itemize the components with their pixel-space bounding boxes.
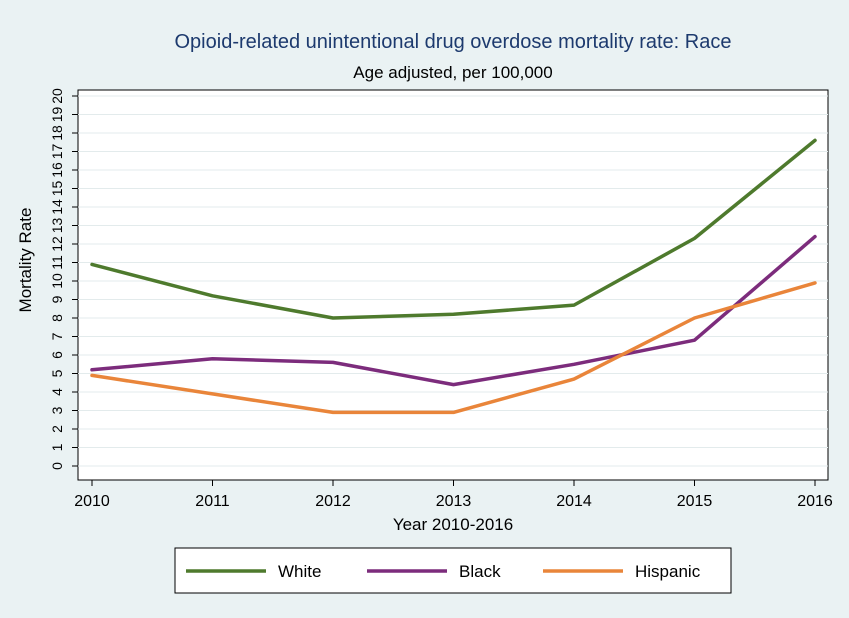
y-tick-label: 13 bbox=[49, 218, 65, 234]
plot-area bbox=[77, 89, 829, 481]
y-tick-label: 10 bbox=[49, 273, 65, 289]
y-tick-label: 6 bbox=[49, 351, 65, 359]
y-tick-label: 7 bbox=[49, 332, 65, 340]
y-tick-label: 16 bbox=[49, 162, 65, 178]
x-tick-label: 2011 bbox=[195, 493, 230, 510]
y-tick-label: 11 bbox=[49, 255, 65, 270]
y-tick-label: 12 bbox=[49, 236, 65, 252]
legend-label-white: White bbox=[278, 562, 321, 581]
x-axis: 2010 2011 2012 2013 2014 2015 2016 bbox=[74, 480, 833, 510]
series-line-hispanic bbox=[90, 281, 817, 415]
chart-subtitle: Age adjusted, per 100,000 bbox=[353, 63, 552, 82]
y-tick-label: 17 bbox=[49, 144, 65, 160]
series-line-black bbox=[90, 234, 817, 387]
y-tick-label: 0 bbox=[49, 462, 65, 470]
series-line-white bbox=[90, 138, 817, 320]
grid-lines bbox=[78, 95, 828, 467]
series-lines bbox=[90, 138, 817, 415]
y-tick-label: 20 bbox=[49, 88, 65, 104]
legend-label-black: Black bbox=[459, 562, 501, 581]
x-tick-label: 2012 bbox=[315, 493, 351, 510]
legend-box bbox=[174, 547, 732, 594]
y-tick-label: 2 bbox=[49, 425, 65, 433]
legend-label-hispanic: Hispanic bbox=[635, 562, 701, 581]
x-tick-label: 2014 bbox=[556, 493, 592, 510]
y-tick-label: 1 bbox=[49, 443, 65, 451]
legend: White Black Hispanic bbox=[174, 547, 732, 594]
x-tick-label: 2016 bbox=[797, 493, 833, 510]
x-axis-label: Year 2010-2016 bbox=[393, 515, 513, 534]
y-tick-label: 9 bbox=[49, 295, 65, 303]
y-axis-label: Mortality Rate bbox=[16, 208, 35, 313]
x-tick-label: 2015 bbox=[677, 493, 713, 510]
y-tick-label: 8 bbox=[49, 314, 65, 322]
y-tick-label: 14 bbox=[49, 199, 65, 215]
x-tick-label: 2013 bbox=[436, 493, 472, 510]
y-tick-label: 19 bbox=[49, 107, 65, 123]
y-tick-label: 18 bbox=[49, 125, 65, 141]
y-tick-label: 15 bbox=[49, 181, 65, 197]
chart-title: Opioid-related unintentional drug overdo… bbox=[175, 31, 732, 53]
y-tick-label: 5 bbox=[49, 369, 65, 377]
x-tick-label: 2010 bbox=[74, 493, 110, 510]
y-tick-label: 4 bbox=[49, 388, 65, 396]
y-tick-label: 3 bbox=[49, 406, 65, 414]
